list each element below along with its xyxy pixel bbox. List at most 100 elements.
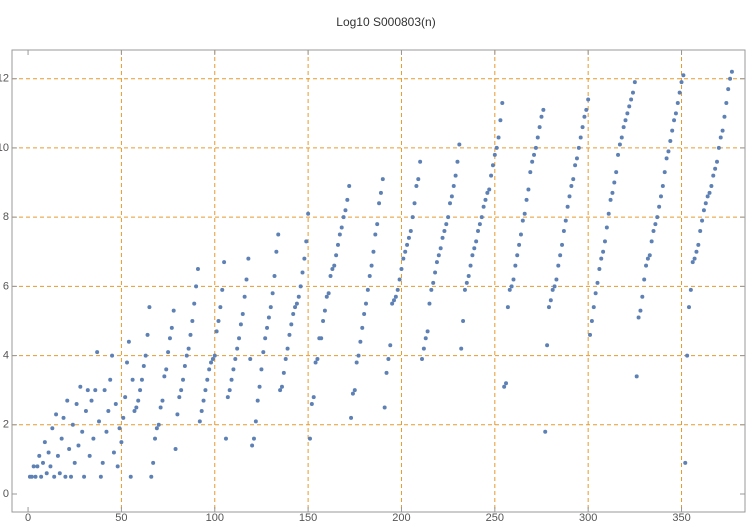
point xyxy=(408,228,413,233)
point xyxy=(546,305,551,310)
point xyxy=(550,287,555,292)
point xyxy=(410,215,415,220)
point xyxy=(324,294,329,299)
point xyxy=(195,267,200,272)
point xyxy=(444,222,449,227)
point xyxy=(490,163,495,168)
point xyxy=(675,100,680,105)
point xyxy=(685,353,690,358)
point xyxy=(253,419,258,424)
point xyxy=(705,194,710,199)
point xyxy=(188,332,193,337)
point xyxy=(48,464,53,469)
point xyxy=(391,298,396,303)
point xyxy=(548,298,553,303)
x-tick-label: 350 xyxy=(672,512,690,521)
point xyxy=(147,305,152,310)
point xyxy=(703,201,708,206)
point xyxy=(660,184,665,189)
point xyxy=(649,239,654,244)
point xyxy=(139,377,144,382)
point xyxy=(227,388,232,393)
y-tick-label: 6 xyxy=(3,280,9,292)
point xyxy=(726,87,731,92)
point xyxy=(367,273,372,278)
point xyxy=(657,204,662,209)
point xyxy=(586,97,591,102)
point xyxy=(175,412,180,417)
point xyxy=(343,208,348,213)
point xyxy=(714,159,719,164)
point xyxy=(145,332,150,337)
point xyxy=(248,357,253,362)
point xyxy=(57,471,62,476)
point xyxy=(556,263,561,268)
point xyxy=(673,111,678,116)
point xyxy=(287,332,292,337)
point xyxy=(496,135,501,140)
point xyxy=(436,253,441,258)
point xyxy=(489,173,494,178)
point xyxy=(686,305,691,310)
point xyxy=(539,114,544,119)
point xyxy=(543,429,548,434)
point xyxy=(412,201,417,206)
point xyxy=(681,73,686,78)
point xyxy=(440,235,445,240)
point xyxy=(119,440,124,445)
point xyxy=(89,398,94,403)
point xyxy=(576,145,581,150)
point xyxy=(356,353,361,358)
point xyxy=(421,346,426,351)
point xyxy=(388,343,393,348)
point xyxy=(97,419,102,424)
point xyxy=(507,287,512,292)
point xyxy=(231,367,236,372)
point xyxy=(160,398,165,403)
point xyxy=(207,367,212,372)
point xyxy=(263,336,268,341)
point xyxy=(279,384,284,389)
point xyxy=(74,402,79,407)
point xyxy=(95,350,100,355)
point xyxy=(614,170,619,175)
point xyxy=(341,215,346,220)
point xyxy=(153,436,158,441)
point xyxy=(259,367,264,372)
point xyxy=(541,107,546,112)
point xyxy=(29,474,34,479)
point xyxy=(313,360,318,365)
point xyxy=(210,357,215,362)
point xyxy=(104,429,109,434)
point xyxy=(102,388,107,393)
point xyxy=(365,287,370,292)
point xyxy=(143,353,148,358)
point xyxy=(528,170,533,175)
point xyxy=(42,440,47,445)
point xyxy=(511,277,516,282)
point xyxy=(533,145,538,150)
point xyxy=(378,190,383,195)
point xyxy=(171,308,176,313)
point xyxy=(574,156,579,161)
point xyxy=(289,322,294,327)
point xyxy=(197,419,202,424)
point xyxy=(584,107,589,112)
point xyxy=(106,408,111,413)
point xyxy=(334,253,339,258)
point xyxy=(621,125,626,130)
point xyxy=(595,280,600,285)
point xyxy=(470,253,475,258)
point xyxy=(111,450,116,455)
point xyxy=(169,325,174,330)
point xyxy=(640,294,645,299)
point xyxy=(571,177,576,182)
point xyxy=(110,353,115,358)
point xyxy=(212,353,217,358)
point xyxy=(377,201,382,206)
point xyxy=(395,287,400,292)
point xyxy=(593,291,598,296)
point xyxy=(535,135,540,140)
